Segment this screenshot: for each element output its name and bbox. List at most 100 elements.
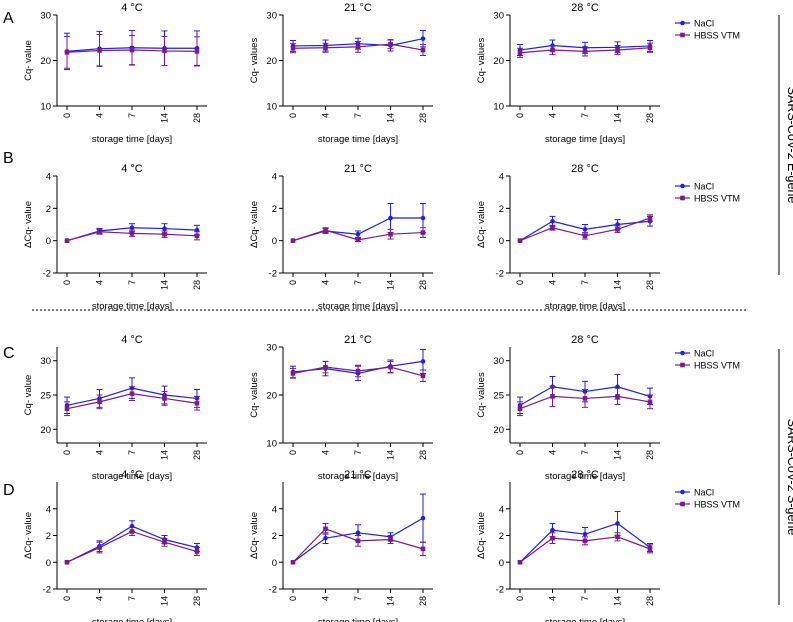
data-point-hbss: [194, 233, 200, 239]
data-point-nacl: [420, 36, 426, 41]
x-tick-label: 28: [418, 596, 428, 606]
x-tick-label: 4: [321, 450, 331, 455]
chart-panel-c-1: 4 °C 20 25 30 Cq- value 0 4 7 14 28 storage time […: [23, 334, 207, 482]
chart-title: 21 °C: [344, 2, 372, 14]
y-axis-label: Cq- value: [23, 40, 34, 81]
x-tick-label: 4: [95, 450, 105, 455]
chart-panel-c-3: 28 °C 20 25 30 Cq- values 0 4 7 14 28 storage time…: [476, 334, 660, 482]
data-point-hbss: [97, 229, 102, 235]
row-label-a: A: [3, 10, 14, 27]
y-tick-label: -2: [496, 269, 504, 280]
data-point-nacl: [420, 515, 426, 521]
x-axis-label: storage time [days]: [318, 471, 398, 482]
data-point-hbss: [97, 545, 102, 550]
y-tick-label: 20: [266, 391, 277, 402]
data-point-nacl: [420, 215, 426, 221]
y-axis-label: Cq- values: [249, 372, 260, 418]
y-axis-label: ΔCq- value: [23, 201, 34, 248]
x-tick-label: 0: [515, 113, 525, 118]
data-point-nacl: [388, 215, 393, 221]
x-tick-label: 14: [613, 450, 623, 460]
data-point-hbss: [162, 231, 167, 237]
x-tick-label: 14: [386, 596, 396, 606]
y-tick-label: 0: [272, 236, 277, 247]
y-axis-label: Cq- values: [249, 38, 260, 84]
x-tick-label: 14: [613, 113, 623, 123]
y-tick-label: 2: [46, 204, 51, 215]
y-axis-label: Cq- value: [23, 375, 34, 416]
data-point-hbss: [647, 45, 653, 51]
data-point-nacl: [615, 521, 620, 526]
data-point-hbss: [550, 535, 555, 541]
data-point-hbss: [64, 238, 70, 243]
x-tick-label: 7: [580, 596, 590, 601]
legend-swatch-marker-hbss: [680, 362, 685, 368]
x-tick-label: 4: [321, 596, 331, 601]
y-axis-label: ΔCq- value: [249, 201, 260, 248]
legend-swatch-marker-nacl: [680, 20, 685, 26]
legend-label-hbss: HBSS VTM: [694, 361, 740, 371]
data-point-hbss: [64, 406, 70, 412]
y-tick-label: 4: [272, 172, 277, 183]
x-tick-label: 0: [515, 450, 525, 455]
x-axis-label: storage time [days]: [92, 301, 172, 312]
chart-panel-a-2: 21 °C 10 20 30 Cq- values 0 4 7 14 28 storage time…: [249, 2, 433, 145]
data-point-hbss: [355, 44, 361, 50]
y-tick-label: 20: [40, 56, 51, 67]
x-tick-label: 0: [515, 596, 525, 601]
x-axis-label: storage time [days]: [318, 301, 398, 312]
x-tick-label: 4: [548, 596, 558, 601]
x-tick-label: 7: [127, 113, 137, 118]
y-tick-label: 4: [499, 172, 504, 183]
legend-c: NaCl HBSS VTM: [675, 349, 740, 371]
data-point-nacl: [550, 527, 555, 533]
y-tick-label: 30: [40, 356, 51, 367]
y-tick-label: -2: [269, 585, 277, 596]
data-point-hbss: [647, 215, 653, 221]
x-axis-label: storage time [days]: [545, 301, 625, 312]
y-tick-label: 2: [46, 531, 51, 542]
y-tick-label: 30: [493, 11, 504, 22]
x-tick-label: 7: [580, 113, 590, 118]
y-tick-label: 20: [40, 425, 51, 436]
data-point-hbss: [97, 48, 102, 53]
data-point-hbss: [64, 559, 70, 565]
x-tick-label: 0: [62, 596, 72, 601]
x-tick-label: 0: [62, 280, 72, 285]
group-label-s-gene: SARS-CoV-2 S-gene: [785, 419, 793, 536]
x-axis-label: storage time [days]: [92, 134, 172, 145]
x-tick-label: 4: [548, 450, 558, 455]
row-label-c: C: [3, 345, 15, 362]
x-tick-label: 0: [515, 280, 525, 285]
x-tick-label: 0: [288, 596, 298, 601]
data-point-hbss: [550, 394, 555, 399]
row-label-b: B: [3, 150, 14, 167]
x-tick-label: 0: [288, 113, 298, 118]
data-point-hbss: [290, 45, 296, 51]
data-point-hbss: [64, 50, 70, 55]
data-point-hbss: [162, 396, 167, 401]
data-point-hbss: [129, 529, 135, 534]
data-point-hbss: [323, 45, 328, 51]
data-point-hbss: [290, 371, 296, 376]
data-point-hbss: [582, 233, 588, 239]
chart-title: 21 °C: [344, 469, 372, 481]
x-tick-label: 7: [353, 450, 363, 455]
x-tick-label: 28: [192, 280, 202, 290]
data-point-hbss: [97, 399, 102, 405]
x-tick-label: 14: [386, 113, 396, 123]
x-tick-label: 28: [192, 113, 202, 123]
y-tick-label: 30: [266, 11, 277, 22]
y-tick-label: -2: [43, 585, 51, 596]
data-point-hbss: [615, 47, 620, 53]
x-tick-label: 14: [613, 596, 623, 606]
data-point-hbss: [162, 539, 167, 545]
x-tick-label: 7: [127, 450, 137, 455]
legend-a: NaCl HBSS VTM: [675, 19, 740, 41]
data-point-nacl: [162, 226, 167, 231]
group-label-e-gene: SARS-CoV-2 E-gene: [785, 87, 793, 204]
x-axis-label: storage time [days]: [545, 617, 625, 622]
data-point-hbss: [615, 534, 620, 540]
y-tick-label: 2: [499, 531, 504, 542]
x-tick-label: 7: [127, 596, 137, 601]
